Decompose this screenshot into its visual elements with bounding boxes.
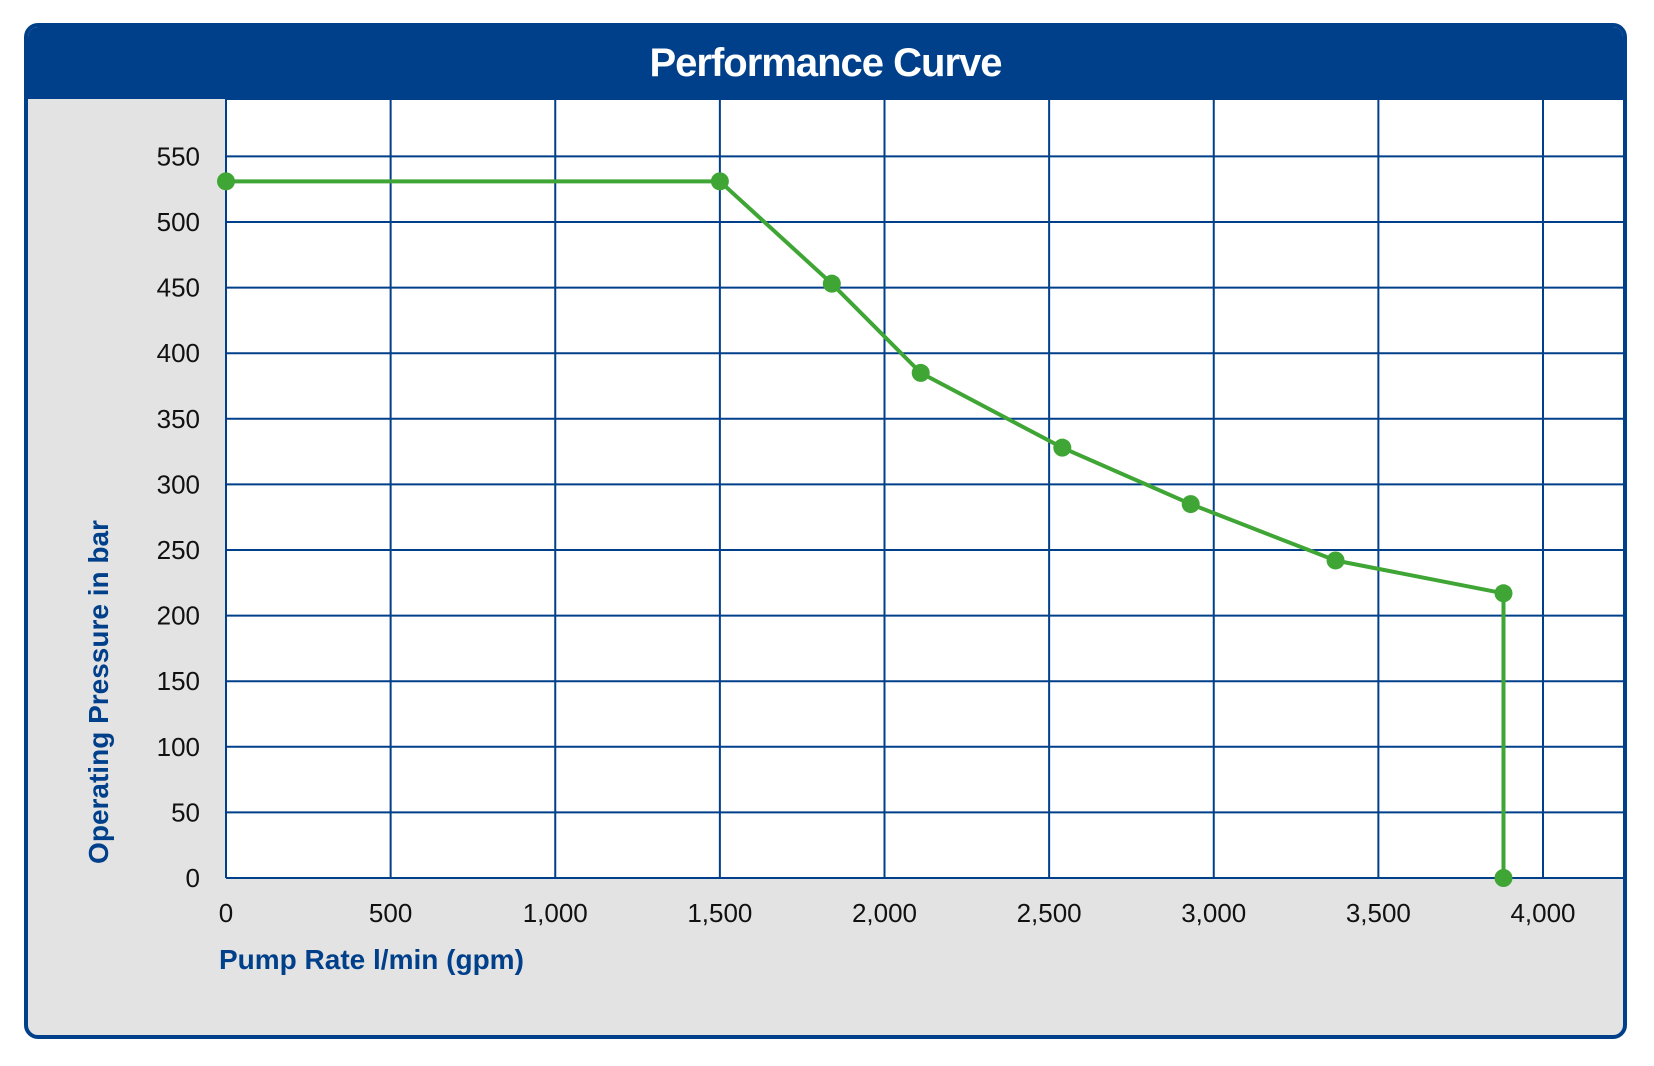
- data-point: [1326, 551, 1345, 570]
- x-tick-label: 0: [219, 898, 233, 928]
- y-tick-label: 550: [157, 141, 200, 171]
- grid-lines: [225, 98, 1623, 879]
- x-axis-title: Pump Rate l/min (gpm): [219, 944, 524, 975]
- y-tick-label: 400: [157, 338, 200, 368]
- plot-area: [226, 99, 1623, 878]
- y-tick-label: 350: [157, 404, 200, 434]
- series-layer: [217, 172, 1513, 887]
- data-point: [1181, 495, 1200, 514]
- y-tick-label: 100: [157, 732, 200, 762]
- data-point: [217, 172, 235, 191]
- x-tick-label: 4,000: [1510, 898, 1575, 928]
- data-point: [1053, 438, 1072, 457]
- x-tick-label: 500: [369, 898, 412, 928]
- y-tick-label: 300: [157, 469, 200, 499]
- y-tick-label: 450: [157, 273, 200, 303]
- y-tick-label: 0: [186, 863, 200, 893]
- x-tick-label: 2,000: [852, 898, 917, 928]
- y-tick-label: 250: [157, 535, 200, 565]
- data-point: [710, 172, 729, 191]
- x-tick-label: 1,500: [687, 898, 752, 928]
- y-axis-title: Operating Pressure in bar: [83, 520, 114, 864]
- y-tick-label: 150: [157, 666, 200, 696]
- x-tick-label: 2,500: [1017, 898, 1082, 928]
- y-tick-label: 50: [171, 797, 200, 827]
- data-point: [822, 274, 841, 293]
- chart-title: Performance Curve: [28, 27, 1623, 99]
- data-point: [1494, 869, 1513, 887]
- data-point: [1494, 584, 1513, 603]
- y-tick-label: 500: [157, 207, 200, 237]
- tick-labels: 0 500 1,000 1,500 2,000 2,500 3,000 3,500 4,000 0…: [157, 141, 1576, 928]
- x-tick-label: 1,000: [523, 898, 588, 928]
- data-point: [911, 363, 930, 382]
- x-tick-label: 3,000: [1181, 898, 1246, 928]
- performance-chart: 0 500 1,000 1,500 2,000 2,500 3,000 3,500 4,000 0…: [83, 98, 1623, 975]
- chart-frame: Performance Curve 0 500 1,000 1,500 2,000 2,5…: [24, 23, 1627, 1039]
- x-tick-label: 3,500: [1346, 898, 1411, 928]
- y-tick-label: 200: [157, 601, 200, 631]
